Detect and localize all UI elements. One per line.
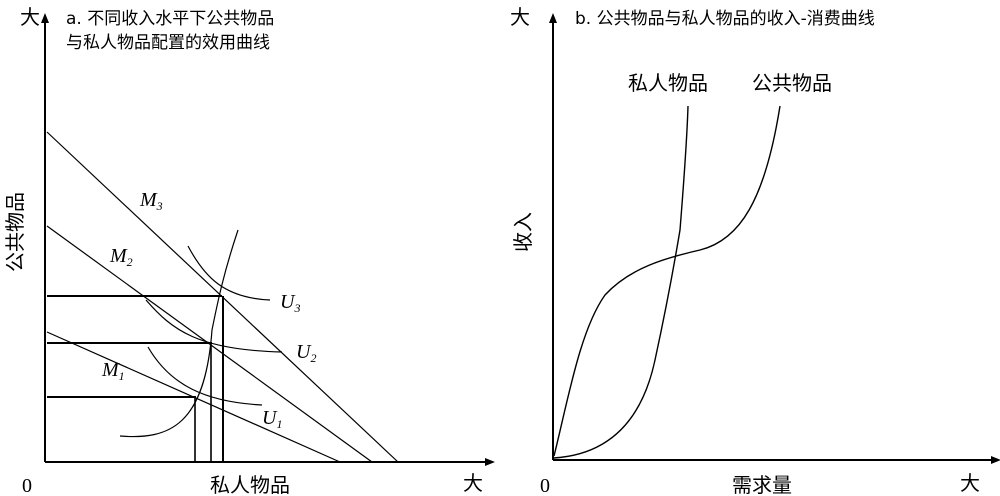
indifference-curve-u3 (187, 245, 271, 301)
label-m3: M3 (139, 189, 163, 213)
label-u2: U2 (296, 341, 316, 365)
panel-a-title-line1: a. 不同收入水平下公共物品 (66, 9, 274, 29)
panel-b-title: b. 公共物品与私人物品的收入-消费曲线 (575, 9, 875, 29)
panel-b-origin-label: 0 (540, 475, 550, 496)
indifference-curve-u2 (145, 299, 283, 353)
label-u3: U3 (280, 291, 300, 315)
panel-b-y-axis-label: 收入 (511, 212, 535, 252)
panel-a-title-line2: 与私人物品配置的效用曲线 (66, 33, 270, 53)
label-m2: M2 (109, 245, 133, 269)
panel-a-x-axis-label: 私人物品 (210, 473, 290, 496)
panel-b: 大 大 0 需求量 收入 b. 公共物品与私人物品的收入-消费曲线 私人物品 公… (510, 5, 1000, 496)
panel-a-y-axis-label: 公共物品 (3, 192, 27, 272)
indifference-curve-u1 (147, 346, 263, 406)
curve-public-goods (553, 105, 781, 457)
curve-public-label: 公共物品 (752, 71, 832, 95)
label-u1: U1 (262, 407, 282, 431)
panel-a-x-axis-end-label: 大 (463, 471, 483, 495)
panel-a: 大 大 0 私人物品 公共物品 a. 不同收入水平下公共物品 与私人物品配置的效… (3, 5, 495, 496)
panel-b-y-axis-end-label: 大 (510, 5, 530, 29)
panel-a-origin-label: 0 (22, 475, 32, 496)
curve-private-goods (553, 105, 689, 459)
curve-private-label: 私人物品 (628, 71, 708, 95)
panel-a-y-axis-end-label: 大 (20, 5, 40, 29)
income-consumption-curve (119, 229, 239, 438)
panel-b-x-axis-label: 需求量 (732, 473, 792, 496)
label-m1: M1 (101, 359, 125, 383)
panel-b-x-axis-end-label: 大 (960, 471, 980, 495)
